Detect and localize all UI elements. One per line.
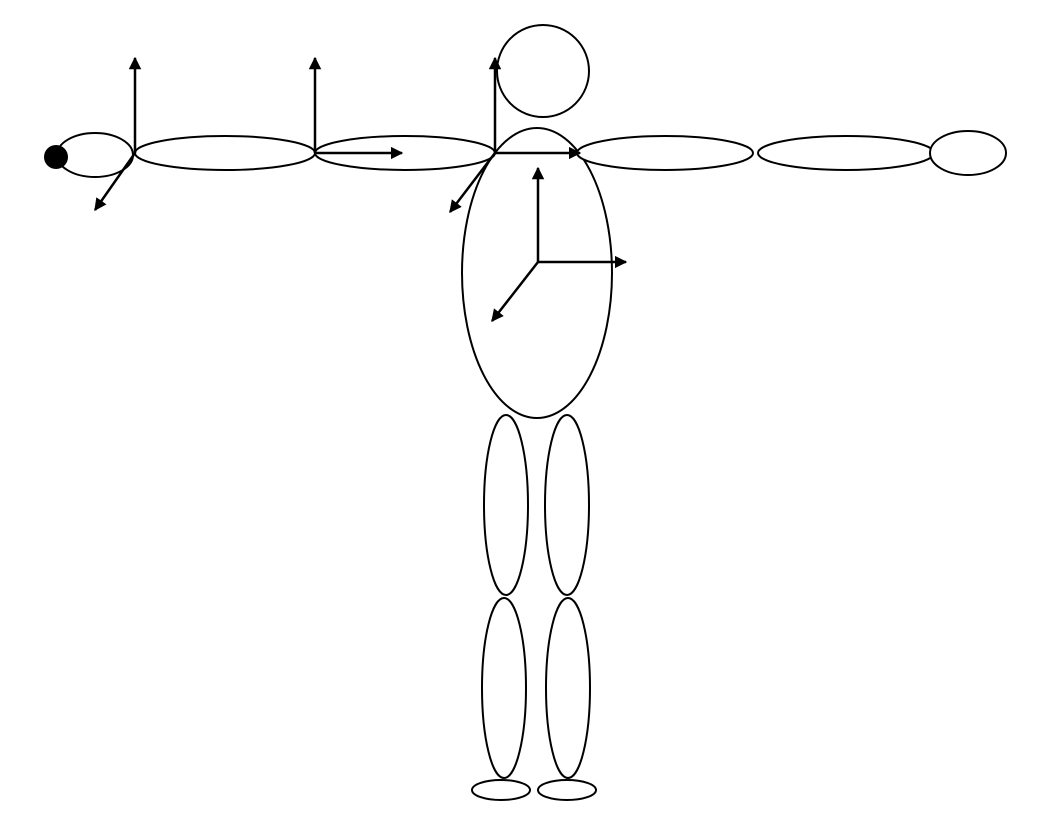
wrist-frame [93,56,142,212]
end-effector-marker [44,145,68,169]
head [496,24,590,118]
left-forearm [757,135,935,171]
elbow-frame [308,56,404,160]
left-upper-arm [576,135,754,171]
right-foot [471,779,531,801]
right-shank [481,597,527,779]
left-thigh [544,414,590,596]
right-forearm [134,135,316,171]
left-shank [545,597,591,779]
wrist-frame-x-axis [93,152,137,212]
shoulder-frame-x-axis [449,152,496,213]
left-foot [537,779,597,801]
torso-frame-x-axis [491,261,539,322]
left-hand [929,130,1007,176]
torso [461,127,613,419]
torso-frame [491,166,628,322]
shoulder-frame [449,56,582,213]
body-segments [56,24,1007,801]
right-thigh [483,414,529,596]
